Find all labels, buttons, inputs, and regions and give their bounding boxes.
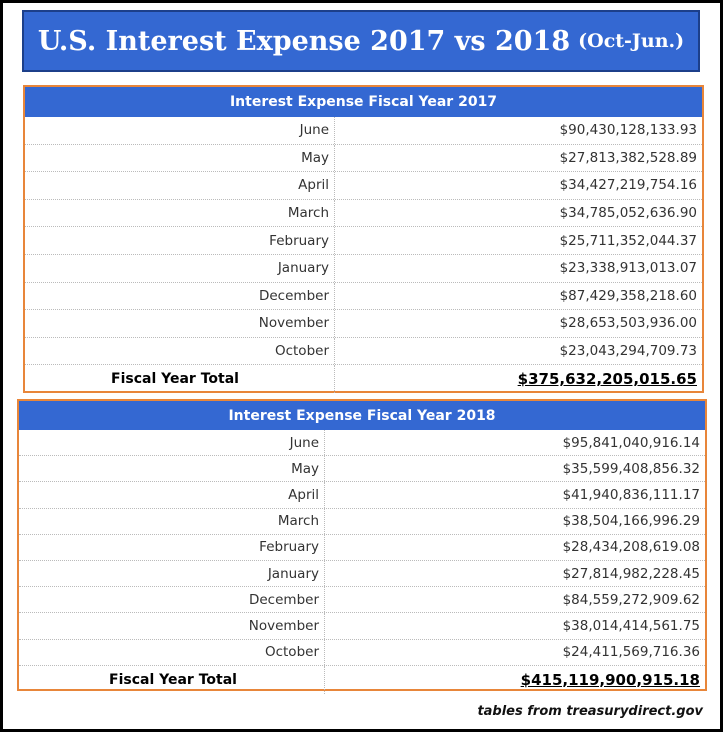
amount: $95,841,040,916.14 bbox=[562, 434, 700, 451]
month: March bbox=[25, 199, 335, 227]
table: Interest Expense Fiscal Year 2017 June $90… bbox=[23, 85, 704, 394]
table-row: May $35,599,408,856.32 bbox=[19, 456, 705, 483]
month: May bbox=[25, 144, 335, 172]
month: December bbox=[25, 282, 335, 310]
table-header: Interest Expense Fiscal Year 2018 bbox=[19, 401, 705, 430]
total-row: Fiscal Year Total $375,632,205,015.65 bbox=[25, 365, 702, 394]
title-banner: U.S. Interest Expense 2017 vs 2018 (Oct-… bbox=[22, 10, 700, 72]
amount: $28,653,503,936.00 bbox=[559, 315, 697, 332]
amount: $23,043,294,709.73 bbox=[559, 343, 697, 360]
table-row: February $28,434,208,619.08 bbox=[19, 534, 705, 561]
month: March bbox=[19, 508, 325, 534]
table-row: April $41,940,836,111.17 bbox=[19, 482, 705, 509]
total-row: Fiscal Year Total $415,119,900,915.18 bbox=[19, 665, 705, 694]
amount: $27,814,982,228.45 bbox=[562, 565, 700, 582]
table: Interest Expense Fiscal Year 2018 June $95… bbox=[17, 399, 707, 694]
table-header: Interest Expense Fiscal Year 2017 bbox=[25, 87, 702, 117]
month: April bbox=[25, 172, 335, 199]
total-amount: $415,119,900,915.18 bbox=[520, 670, 700, 689]
table-row: October $24,411,569,716.36 bbox=[19, 639, 705, 666]
amount: $38,504,166,996.29 bbox=[562, 513, 700, 530]
month: November bbox=[19, 613, 325, 639]
table-row: March $34,785,052,636.90 bbox=[25, 199, 702, 228]
table-row: December $87,429,358,218.60 bbox=[25, 282, 702, 311]
month: October bbox=[19, 639, 325, 665]
amount: $34,785,052,636.90 bbox=[559, 205, 697, 222]
amount: $23,338,913,013.07 bbox=[559, 260, 697, 277]
month: February bbox=[25, 227, 335, 254]
table-row: January $27,814,982,228.45 bbox=[19, 560, 705, 588]
amount: $34,427,219,754.16 bbox=[559, 177, 697, 194]
table-row: April $34,427,219,754.16 bbox=[25, 172, 702, 200]
month: June bbox=[19, 430, 325, 456]
amount: $38,014,414,561.75 bbox=[562, 617, 700, 634]
amount: $25,711,352,044.37 bbox=[559, 232, 697, 249]
month: January bbox=[25, 254, 335, 282]
table-row: March $38,504,166,996.29 bbox=[19, 508, 705, 535]
table-row: February $25,711,352,044.37 bbox=[25, 227, 702, 255]
table-row: December $84,559,272,909.62 bbox=[19, 587, 705, 614]
table-row: November $38,014,414,561.75 bbox=[19, 613, 705, 640]
table-row: June $90,430,128,133.93 bbox=[25, 117, 702, 145]
amount: $35,599,408,856.32 bbox=[562, 460, 700, 477]
footer: tables from treasurydirect.gov bbox=[477, 704, 703, 719]
subtitle: (Oct-Jun.) bbox=[578, 30, 685, 52]
total-label: Fiscal Year Total bbox=[19, 665, 325, 694]
amount: $90,430,128,133.93 bbox=[559, 122, 697, 139]
table-row: October $23,043,294,709.73 bbox=[25, 337, 702, 366]
month: April bbox=[19, 482, 325, 508]
table-row: January $23,338,913,013.07 bbox=[25, 254, 702, 283]
month: October bbox=[25, 337, 335, 365]
total-amount: $375,632,205,015.65 bbox=[517, 370, 697, 389]
month: February bbox=[19, 534, 325, 560]
amount: $27,813,382,528.89 bbox=[559, 149, 697, 166]
month: November bbox=[25, 310, 335, 337]
table-row: May $27,813,382,528.89 bbox=[25, 144, 702, 173]
title: U.S. Interest Expense 2017 vs 2018 bbox=[37, 25, 571, 57]
month: December bbox=[19, 587, 325, 613]
month: January bbox=[19, 560, 325, 587]
table-row: June $95,841,040,916.14 bbox=[19, 430, 705, 457]
amount: $84,559,272,909.62 bbox=[562, 591, 700, 608]
amount: $41,940,836,111.17 bbox=[562, 486, 700, 503]
table-row: November $28,653,503,936.00 bbox=[25, 310, 702, 338]
total-label: Fiscal Year Total bbox=[25, 365, 335, 394]
amount: $24,411,569,716.36 bbox=[562, 644, 700, 661]
amount: $28,434,208,619.08 bbox=[562, 539, 700, 556]
month: May bbox=[19, 456, 325, 482]
amount: $87,429,358,218.60 bbox=[559, 287, 697, 304]
month: June bbox=[25, 117, 335, 144]
